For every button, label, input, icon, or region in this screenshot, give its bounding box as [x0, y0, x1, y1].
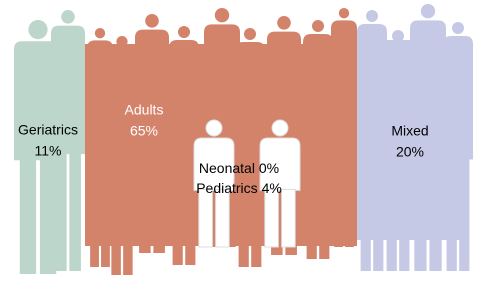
- torso: [443, 36, 473, 160]
- head: [452, 22, 464, 34]
- label-line: Pediatrics 4%: [196, 180, 282, 196]
- leg: [69, 153, 81, 271]
- leg: [90, 159, 99, 267]
- value-label: 11%: [35, 143, 62, 159]
- leg: [387, 162, 397, 271]
- category-label: Neonatal: [199, 160, 255, 176]
- leg: [282, 189, 296, 247]
- head: [61, 10, 75, 24]
- torso: [303, 34, 333, 152]
- value-label: 20%: [396, 144, 424, 160]
- head: [116, 36, 127, 47]
- torso: [169, 40, 199, 158]
- page: {"chart_data": {"type": "pictograph", "c…: [0, 0, 478, 289]
- leg: [20, 159, 36, 274]
- category-label: Pediatrics: [196, 180, 257, 196]
- head: [272, 120, 288, 136]
- torso: [331, 20, 357, 140]
- leg: [123, 167, 133, 275]
- label-line: Neonatal 0%: [199, 160, 279, 176]
- leg: [414, 150, 426, 271]
- head: [312, 20, 324, 32]
- value-label: 65%: [130, 123, 158, 139]
- leg: [216, 189, 230, 247]
- leg: [373, 153, 383, 271]
- head: [178, 26, 190, 38]
- leg: [361, 153, 371, 271]
- leg: [111, 167, 121, 275]
- leg: [101, 159, 110, 267]
- head: [145, 14, 159, 28]
- chart: Geriatrics 11% Adults 65% Mixed 20% Neonatal 0…: [0, 0, 478, 289]
- head: [392, 30, 404, 42]
- leg: [199, 189, 213, 247]
- leg: [459, 159, 469, 272]
- value-label: 0%: [259, 160, 279, 176]
- leg: [399, 162, 409, 271]
- category-label: Geriatrics: [18, 122, 78, 138]
- value-label: 4%: [262, 180, 282, 196]
- head: [95, 28, 105, 38]
- head: [215, 8, 229, 22]
- category-label: Mixed: [391, 123, 428, 139]
- torso: [357, 24, 387, 154]
- head: [28, 20, 47, 39]
- head: [366, 10, 378, 22]
- head: [421, 4, 435, 18]
- leg: [345, 139, 354, 247]
- leg: [173, 157, 183, 265]
- category-label: Adults: [125, 102, 164, 118]
- leg: [447, 159, 457, 272]
- leg: [153, 145, 165, 253]
- leg: [265, 189, 279, 247]
- leg: [334, 139, 343, 247]
- head: [277, 16, 291, 30]
- leg: [429, 150, 441, 271]
- leg: [139, 145, 151, 253]
- leg: [319, 151, 329, 259]
- head: [244, 28, 256, 40]
- leg: [55, 153, 67, 271]
- head: [339, 8, 349, 18]
- head: [206, 120, 222, 136]
- leg: [307, 151, 317, 259]
- leg: [40, 159, 56, 274]
